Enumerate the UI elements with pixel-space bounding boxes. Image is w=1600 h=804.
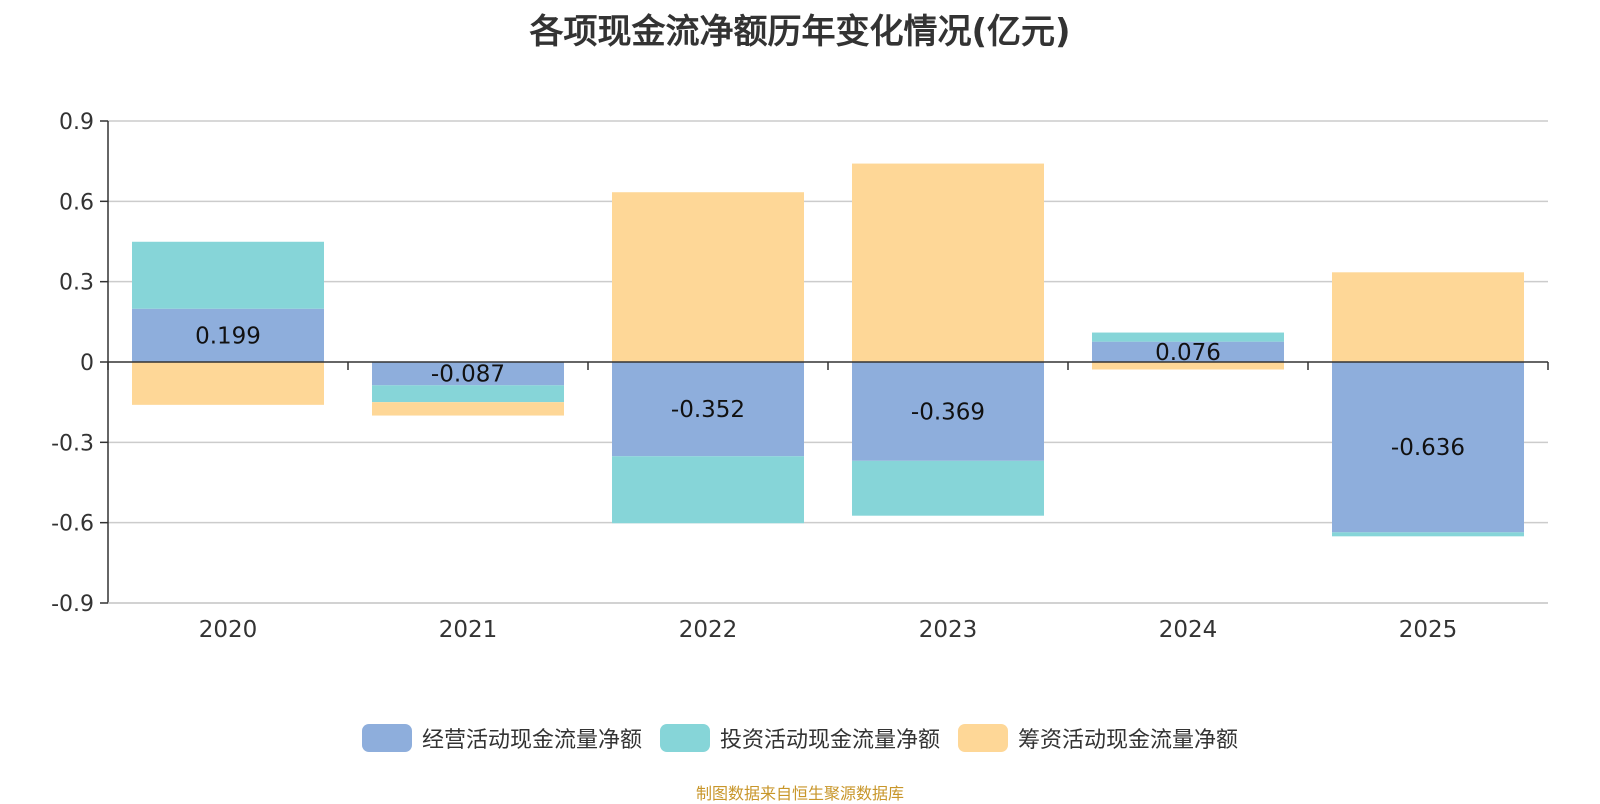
bar-2-2024 [1092,362,1284,370]
x-tick-label: 2023 [919,617,978,643]
data-label: -0.087 [431,362,505,388]
legend: 经营活动现金流量净额 投资活动现金流量净额 筹资活动现金流量净额 [0,722,1600,754]
y-tick-label: -0.6 [51,512,94,537]
chart-title: 各项现金流净额历年变化情况(亿元) [529,12,1071,52]
y-tick-label: 0.6 [59,190,94,215]
data-source-note: 制图数据来自恒生聚源数据库 [695,784,904,803]
bar-2-2025 [1332,272,1524,362]
y-tick-label: 0.9 [59,110,94,135]
bar-1-2024 [1092,332,1284,342]
bar-2-2020 [132,362,324,405]
legend-swatch-investing [659,724,710,752]
bar-1-2025 [1332,532,1524,537]
data-label: -0.636 [1391,435,1465,461]
bar-2-2022 [612,192,804,362]
x-tick-label: 2021 [439,617,498,643]
legend-item-financing[interactable]: 筹资活动现金流量净额 [958,722,1238,754]
bar-1-2020 [132,241,324,309]
legend-swatch-operating [361,724,412,752]
legend-swatch-financing [958,724,1008,752]
y-tick-label: 0.3 [59,271,94,296]
x-tick-label: 2024 [1159,617,1218,643]
bar-1-2021 [372,385,564,403]
y-tick-label: -0.3 [51,431,94,456]
bar-1-2022 [612,456,804,524]
bar-0-2025 [1332,362,1524,533]
x-tick-label: 2022 [679,617,738,643]
legend-item-operating[interactable]: 经营活动现金流量净额 [361,722,642,754]
x-tick-label: 2020 [199,617,258,643]
data-label: -0.369 [911,399,985,425]
y-tick-label: 0 [80,351,94,376]
legend-item-investing[interactable]: 投资活动现金流量净额 [659,722,940,754]
bar-0-2023 [852,362,1044,461]
legend-label-investing: 投资活动现金流量净额 [719,728,940,753]
bar-chart: 0.9 0.6 0.3 0 -0.3 -0.6 -0.9 0.199 -0.087 -0.352 -… [51,110,1549,643]
y-tick-label: -0.9 [51,592,94,617]
data-label: 0.199 [195,323,261,349]
legend-label-operating: 经营活动现金流量净额 [421,728,642,753]
x-tick-label: 2025 [1399,617,1458,643]
bar-0-2021 [372,362,564,386]
bar-1-2023 [852,460,1044,516]
bar-2-2023 [852,163,1044,362]
legend-label-financing: 筹资活动现金流量净额 [1018,728,1239,753]
bar-2-2021 [372,402,564,416]
bar-0-2024 [1092,341,1284,362]
bar-0-2020 [132,308,324,362]
bar-0-2022 [612,362,804,457]
data-label: -0.352 [671,397,745,423]
